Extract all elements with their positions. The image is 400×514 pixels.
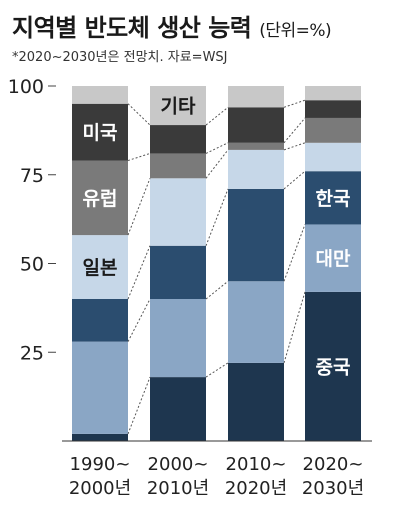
segment-label: 미국 [83,122,118,144]
connector-line [283,170,306,190]
connector-line [283,142,306,151]
x-category-label: 1990~ [70,454,131,475]
y-tick-label: 25 [20,342,44,364]
bar-segment-2-3 [305,171,361,225]
bar-segment-3-3 [305,142,361,172]
bar-segment-6-3 [305,86,361,101]
bar-segment-4-3 [305,117,361,143]
y-tick-label: 50 [20,254,44,276]
connector-line [127,178,151,236]
bar-segment-5-3 [305,100,361,118]
segment-label: 기타 [161,96,196,118]
connector-line [205,188,229,246]
bar-segment-6-0 [72,86,128,104]
chart-title-text: 지역별 반도체 생산 능력 [12,14,252,42]
connector-line [127,245,151,300]
connector-line [205,106,229,126]
bar-segment-3-2 [228,149,284,189]
bar-segment-3-1 [150,178,206,246]
connector-line [205,280,229,300]
bar-segment-1-0 [72,341,128,434]
bar-segment-1-2 [228,281,284,363]
bar-segment-4-2 [228,142,284,150]
bar-segment-0-2 [228,362,284,441]
y-tick-label: 75 [20,165,44,187]
segment-label: 유럽 [83,188,118,210]
x-category-label: 2030년 [302,478,364,499]
bar-segment-2-2 [228,188,284,282]
bar-segment-1-1 [150,299,206,378]
bar-segment-4-0 [72,160,128,236]
connector-line [283,99,306,108]
segment-label: 일본 [83,257,118,279]
bar-segment-6-2 [228,86,284,108]
x-category-label: 2020년 [225,478,287,499]
connector-line [127,103,151,126]
bar-segment-2-0 [72,299,128,342]
segment-label: 대만 [316,248,351,270]
x-category-label: 2010~ [226,454,287,475]
connector-line [283,117,306,144]
bar-segment-0-1 [150,377,206,441]
bar-segment-6-1 [150,86,206,126]
bar-segment-0-3 [305,291,361,441]
connector-line [127,376,151,435]
segment-label: 한국 [316,188,351,210]
bar-segment-3-0 [72,235,128,299]
connector-line [127,152,151,162]
chart-title: 지역별 반도체 생산 능력 (단위=%) [12,8,332,43]
x-category-label: 2000년 [69,478,131,499]
bar-segment-5-0 [72,103,128,161]
chart-note: *2020~2030년은 전망치. 자료=WSJ [12,50,228,65]
connector-line [283,224,306,282]
bar-segment-0-0 [72,433,128,441]
y-tick-label: 100 [8,76,44,98]
bar-segment-2-1 [150,245,206,299]
x-category-label: 2020~ [303,454,364,475]
x-category-label: 2000~ [148,454,209,475]
bar-segment-1-3 [305,224,361,292]
connector-line [205,362,229,378]
connector-line [205,149,229,179]
bar-segment-5-1 [150,125,206,154]
x-category-label: 2010년 [147,478,209,499]
chart-unit: (단위=%) [259,21,332,41]
bar-segment-4-1 [150,153,206,179]
segment-label: 중국 [316,356,351,378]
bar-segment-5-2 [228,107,284,143]
connector-line [127,298,151,342]
connector-line [283,291,306,364]
connector-line [205,142,229,154]
